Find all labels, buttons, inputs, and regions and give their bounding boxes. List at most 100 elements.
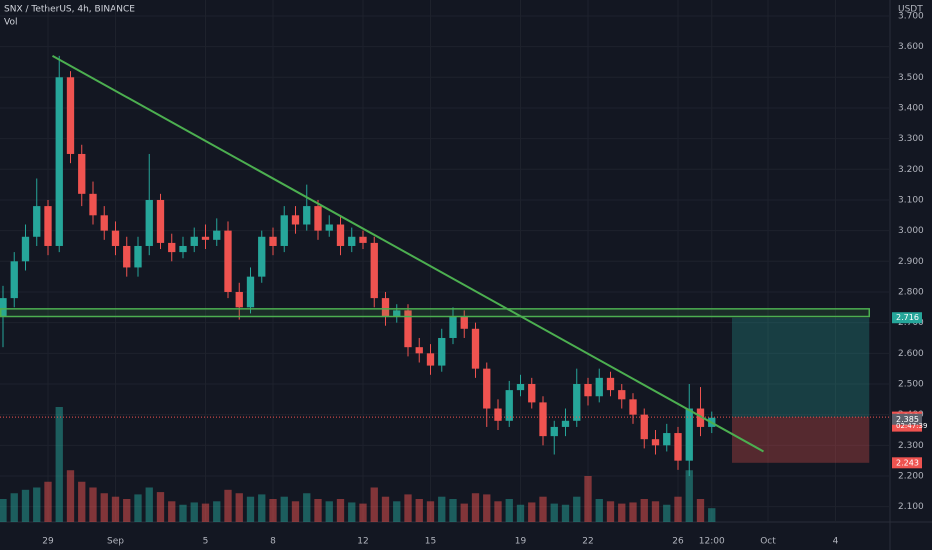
- y-tick-label: 3.700: [898, 11, 924, 21]
- candle-body: [674, 433, 682, 461]
- candle-body: [494, 408, 502, 421]
- volume-bar: [438, 496, 446, 522]
- volume-bar: [190, 502, 198, 522]
- candle-body: [629, 399, 637, 415]
- volume-bar: [528, 502, 536, 522]
- candle-body: [280, 215, 288, 246]
- candle-body: [291, 215, 300, 225]
- price-tag-label: 2.243: [896, 458, 919, 467]
- candle-body: [21, 236, 30, 262]
- candle-body: [55, 77, 63, 246]
- x-tick-label: 26: [672, 537, 684, 547]
- volume-bar: [370, 487, 378, 522]
- candle-body: [663, 433, 671, 446]
- candle-body: [89, 193, 97, 216]
- volume-bar: [550, 503, 558, 522]
- volume-bar: [595, 499, 603, 522]
- volume-bar: [663, 504, 671, 522]
- y-tick-label: 2.100: [898, 502, 924, 512]
- volume-bar: [460, 503, 468, 522]
- candle-body: [269, 236, 277, 246]
- volume-bar: [584, 476, 592, 522]
- candle-body: [359, 236, 367, 243]
- volume-bar: [224, 489, 232, 522]
- y-tick-label: 2.800: [898, 287, 924, 297]
- candle-body: [123, 245, 131, 268]
- candle-body: [134, 245, 142, 268]
- price-tag: [892, 312, 922, 324]
- candle-body: [0, 298, 7, 317]
- x-tick-label: 19: [515, 537, 527, 547]
- y-tick-label: 3.300: [898, 134, 924, 144]
- candle-body: [539, 402, 547, 437]
- y-tick-label: 2.900: [898, 257, 924, 267]
- candle-body: [78, 153, 86, 194]
- candle-body: [303, 206, 311, 225]
- volume-bar: [10, 493, 18, 522]
- volume-bar: [685, 470, 693, 522]
- candle-body: [33, 206, 41, 237]
- candle-body: [258, 236, 266, 277]
- volume-bar: [348, 502, 356, 522]
- candle-body: [190, 236, 198, 246]
- volume-bar: [393, 501, 401, 522]
- candle-body: [561, 420, 570, 427]
- volume-bar: [291, 501, 300, 522]
- volume-bar: [336, 499, 345, 522]
- x-tick-label: 12: [357, 537, 368, 547]
- volume-bar: [325, 501, 333, 522]
- volume-bar: [516, 504, 525, 522]
- y-tick-label: 3.600: [898, 42, 924, 52]
- x-tick-label: 12:00: [699, 537, 725, 547]
- volume-bar: [0, 499, 7, 522]
- volume-bar: [111, 496, 120, 522]
- volume-bar: [359, 503, 367, 522]
- candle-body: [584, 383, 592, 397]
- volume-bar: [505, 499, 513, 522]
- volume-bar: [123, 499, 131, 522]
- volume-bar: [134, 494, 142, 522]
- volume-bar: [269, 499, 277, 522]
- y-tick-label: 2.200: [898, 471, 924, 481]
- candle-body: [348, 236, 356, 246]
- x-tick-label: 5: [203, 537, 209, 547]
- volume-bar: [494, 501, 502, 522]
- volume-bar: [21, 489, 30, 522]
- y-tick-label: 2.300: [898, 441, 924, 451]
- volume-bar: [179, 504, 187, 522]
- x-tick-label: Oct: [760, 537, 776, 547]
- price-tag: [892, 457, 922, 469]
- volume-bar: [280, 496, 288, 522]
- candle-body: [213, 230, 221, 240]
- loss-zone: [732, 417, 870, 463]
- currency-label: USDT: [898, 5, 923, 15]
- volume-bar: [258, 494, 266, 522]
- candle-body: [483, 368, 491, 409]
- candle-body: [415, 347, 423, 354]
- candle-body: [528, 383, 536, 403]
- volume-bar: [145, 487, 153, 522]
- volume-bar: [66, 470, 75, 522]
- candle-body: [550, 426, 558, 437]
- candle-body: [44, 206, 52, 246]
- candle-body: [235, 291, 243, 308]
- candle-body: [381, 298, 390, 317]
- candle-body: [606, 377, 615, 391]
- y-tick-label: 3.200: [898, 165, 924, 175]
- volume-bar: [426, 501, 435, 522]
- volume-bar: [640, 499, 648, 522]
- candle-body: [370, 242, 378, 299]
- volume-bar: [651, 501, 660, 522]
- y-tick-label: 3.500: [898, 73, 924, 83]
- volume-bar: [201, 503, 210, 522]
- x-tick-label: 4: [833, 537, 839, 547]
- volume-bar: [314, 499, 322, 522]
- candle-body: [618, 390, 626, 400]
- candle-body: [168, 242, 176, 253]
- volume-bar: [539, 496, 547, 522]
- volume-bar: [629, 502, 637, 522]
- x-tick-label: 8: [270, 537, 276, 547]
- volume-bar: [381, 496, 390, 522]
- volume-bar: [303, 493, 311, 522]
